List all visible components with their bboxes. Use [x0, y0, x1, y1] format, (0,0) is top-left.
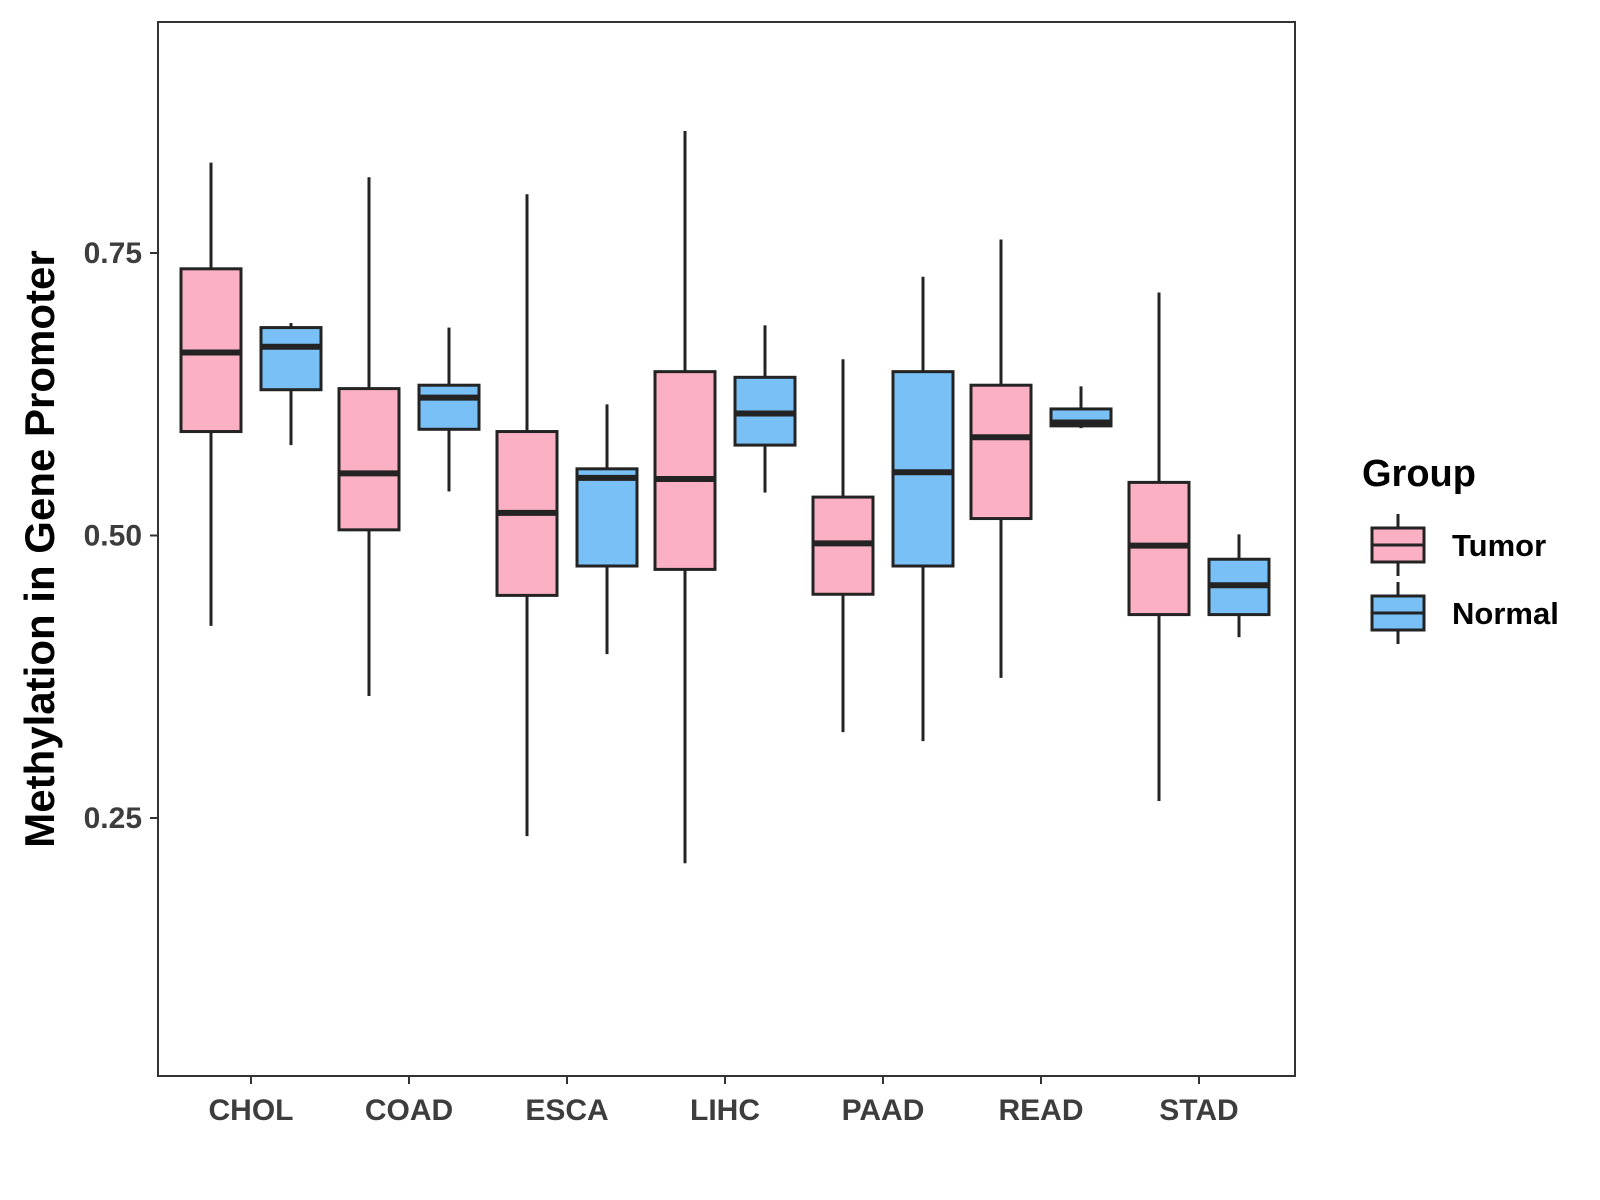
box-iqr — [259, 326, 323, 392]
x-tick-label: ESCA — [525, 1094, 608, 1127]
box-normal-chol — [259, 323, 323, 446]
box-iqr — [653, 370, 717, 571]
box-normal-read — [1049, 386, 1113, 429]
y-tick-label: 0.50 — [84, 520, 142, 553]
legend-label-tumor: Tumor — [1452, 528, 1546, 563]
box-tumor-stad — [1127, 292, 1191, 802]
box-normal-esca — [575, 404, 639, 655]
box-iqr — [969, 383, 1033, 521]
box-iqr — [337, 387, 401, 532]
y-tick-label: 0.75 — [84, 237, 142, 270]
box-normal-stad — [1207, 534, 1271, 638]
legend: Group Tumor Normal — [1362, 453, 1559, 644]
box-iqr — [417, 383, 481, 431]
box-iqr — [891, 370, 955, 568]
legend-title: Group — [1362, 453, 1476, 495]
box-tumor-chol — [179, 162, 243, 626]
legend-label-normal: Normal — [1452, 596, 1559, 631]
x-tick-label: READ — [998, 1094, 1083, 1127]
box-tumor-lihc — [653, 130, 717, 864]
y-axis: 0.250.500.751.00 — [84, 237, 158, 835]
box-normal-paad — [891, 276, 955, 742]
x-tick-label: COAD — [365, 1094, 453, 1127]
y-axis-title: Methylation in Gene Promoter — [16, 250, 63, 847]
x-tick-label: PAAD — [842, 1094, 925, 1127]
x-tick-label: LIHC — [690, 1094, 760, 1127]
x-axis: CHOL COAD ESCA LIHC PAAD READ STAD — [209, 1076, 1239, 1127]
box-tumor-paad — [811, 359, 875, 733]
legend-key-tumor — [1370, 514, 1426, 576]
box-iqr — [575, 467, 639, 568]
box-tumor-read — [969, 239, 1033, 678]
box-tumor-coad — [337, 177, 401, 696]
y-tick-label: 0.25 — [84, 802, 142, 835]
box-tumor-esca — [495, 194, 559, 837]
box-normal-coad — [417, 327, 481, 492]
x-tick-label: CHOL — [209, 1094, 294, 1127]
x-tick-label: STAD — [1159, 1094, 1238, 1127]
box-normal-lihc — [733, 325, 797, 493]
plot-panel-border — [157, 21, 1296, 1077]
boxes-layer — [179, 130, 1271, 864]
legend-key-normal — [1370, 582, 1426, 644]
